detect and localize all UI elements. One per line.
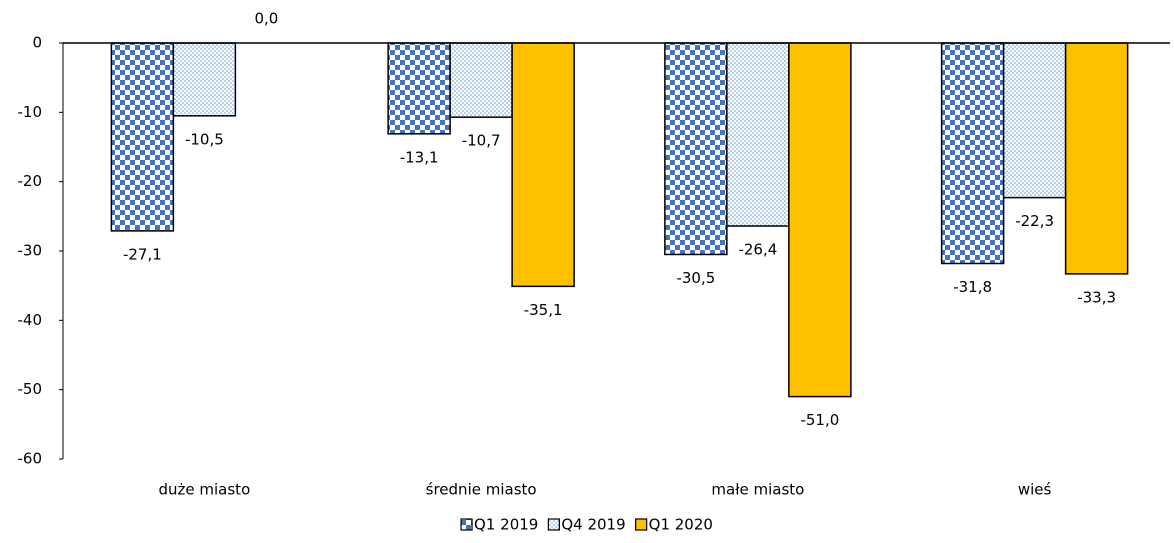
y-tick-label: -60 <box>18 450 43 468</box>
value-label: -22,3 <box>1015 212 1054 230</box>
bar <box>172 42 237 117</box>
bar <box>449 42 513 118</box>
legend: Q1 2019 Q4 2019 Q1 2020 <box>460 516 713 534</box>
x-tick-label: wieś <box>1018 481 1052 499</box>
y-tick-label: -20 <box>18 172 43 190</box>
legend-swatch <box>547 518 560 531</box>
bar <box>110 42 175 232</box>
legend-label: Q1 2020 <box>649 516 713 534</box>
y-tick-label: -50 <box>18 380 43 398</box>
value-label: -13,1 <box>400 148 439 166</box>
x-tick-label: średnie miasto <box>426 481 537 499</box>
value-label: -33,3 <box>1077 288 1116 306</box>
y-tick-label: -10 <box>18 103 43 121</box>
y-tick-label: -40 <box>18 311 43 329</box>
x-tick-label: duże miasto <box>159 481 251 499</box>
legend-label: Q4 2019 <box>561 516 625 534</box>
y-tick-label: -30 <box>18 242 43 260</box>
bar <box>387 42 451 135</box>
value-label: -51,0 <box>800 411 839 429</box>
legend-label: Q1 2019 <box>474 516 538 534</box>
bar <box>664 42 728 256</box>
value-label: -26,4 <box>738 241 777 259</box>
bar <box>1064 42 1129 275</box>
bar <box>788 42 852 398</box>
bar <box>940 42 1005 265</box>
bar <box>1002 42 1067 199</box>
legend-swatch <box>460 518 473 531</box>
value-label: -31,8 <box>953 278 992 296</box>
value-label: -10,5 <box>185 130 224 148</box>
legend-swatch <box>635 518 648 531</box>
bar <box>726 42 790 227</box>
value-label: 0,0 <box>254 10 278 28</box>
y-tick-label: 0 <box>32 34 42 52</box>
value-label: -10,7 <box>462 132 501 150</box>
x-tick-label: małe miasto <box>711 481 804 499</box>
bar <box>511 42 575 288</box>
value-label: -27,1 <box>123 245 162 263</box>
value-label: -35,1 <box>524 301 563 319</box>
value-label: -30,5 <box>676 269 715 287</box>
